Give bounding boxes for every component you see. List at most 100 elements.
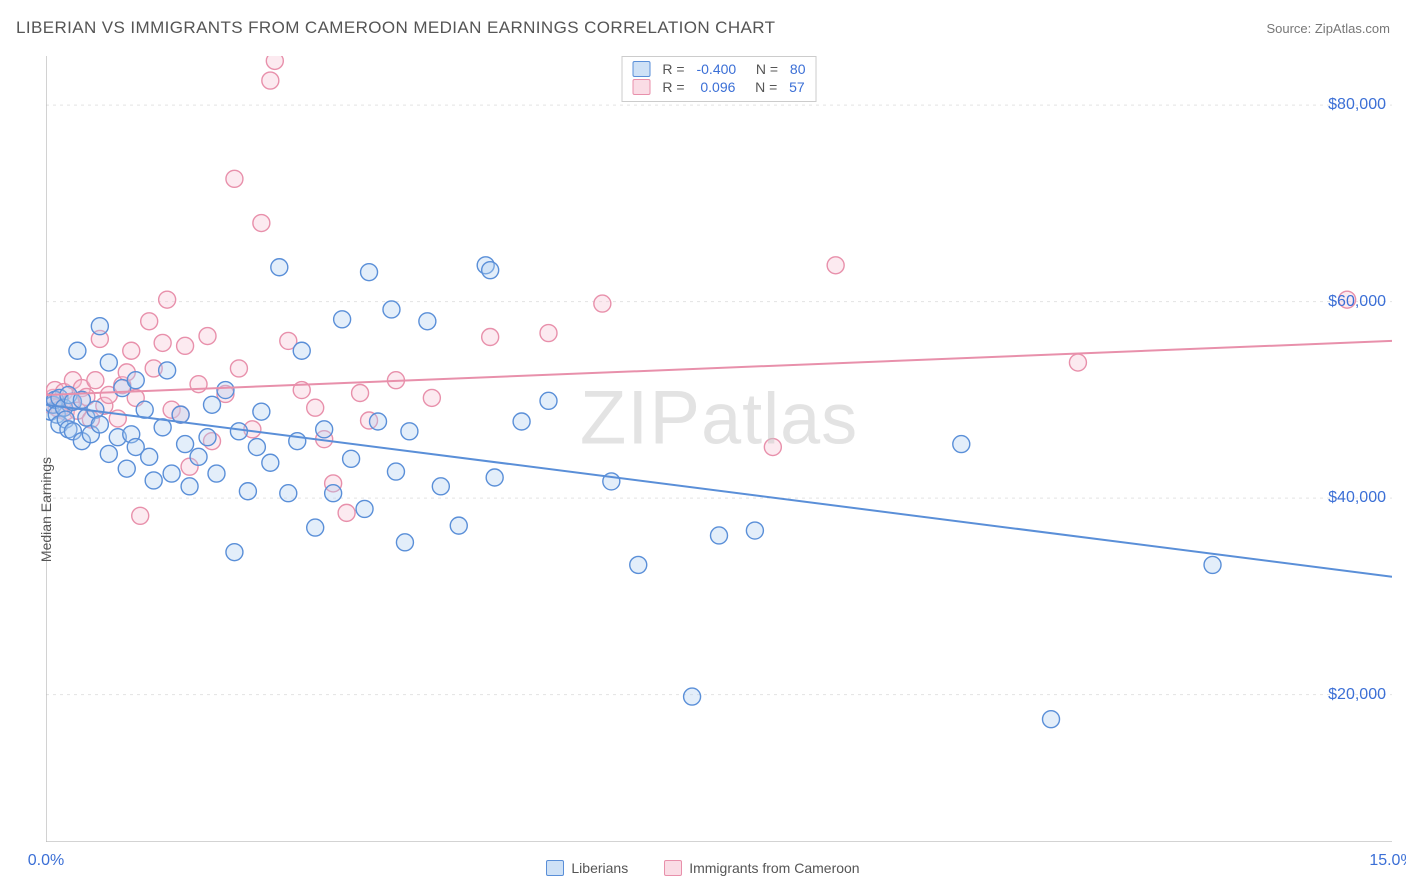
y-tick-label: $20,000 [1328,686,1386,704]
data-point [334,311,351,328]
data-point [132,507,149,524]
plot-area: Median Earnings ZIPatlas R = -0.400 N = … [46,56,1392,842]
data-point [338,504,355,521]
data-point [118,460,135,477]
legend-swatch [633,79,651,95]
data-point [177,436,194,453]
data-point [316,421,333,438]
source-attribution: Source: ZipAtlas.com [1266,21,1390,36]
source-link[interactable]: ZipAtlas.com [1315,21,1390,36]
y-tick-label: $80,000 [1328,96,1386,114]
data-point [450,517,467,534]
data-point [262,72,279,89]
data-point [352,384,369,401]
data-point [343,450,360,467]
legend-item: Liberians [546,860,628,876]
data-point [396,534,413,551]
data-point [307,399,324,416]
data-point [159,362,176,379]
data-point [145,472,162,489]
scatter-plot-svg [46,56,1392,842]
legend-swatch [633,61,651,77]
data-point [1043,711,1060,728]
data-point [540,392,557,409]
data-point [208,465,225,482]
data-point [387,463,404,480]
data-point [253,403,270,420]
data-point [100,354,117,371]
correlation-legend: R = -0.400 N = 80 R = 0.096 N = 57 [622,56,817,102]
data-point [190,448,207,465]
data-point [827,257,844,274]
legend-stat-row: R = -0.400 N = 80 [633,60,806,78]
header: LIBERIAN VS IMMIGRANTS FROM CAMEROON MED… [16,18,1390,38]
data-point [181,478,198,495]
source-prefix: Source: [1266,21,1314,36]
data-point [141,448,158,465]
data-point [540,325,557,342]
data-point [280,485,297,502]
data-point [204,396,221,413]
data-point [325,485,342,502]
y-tick-label: $40,000 [1328,489,1386,507]
data-point [764,439,781,456]
n-value: 57 [789,79,805,95]
data-point [513,413,530,430]
data-point [154,334,171,351]
data-point [69,342,86,359]
data-point [746,522,763,539]
data-point [630,556,647,573]
n-value: 80 [790,61,806,77]
data-point [159,291,176,308]
data-point [486,469,503,486]
data-point [163,465,180,482]
data-point [293,342,310,359]
data-point [711,527,728,544]
data-point [91,318,108,335]
data-point [401,423,418,440]
data-point [307,519,324,536]
data-point [361,264,378,281]
data-point [253,215,270,232]
data-point [87,372,104,389]
data-point [271,259,288,276]
data-point [383,301,400,318]
data-point [370,413,387,430]
data-point [199,328,216,345]
legend-label: Immigrants from Cameroon [689,860,859,876]
y-axis-label: Median Earnings [38,457,54,562]
chart-container: LIBERIAN VS IMMIGRANTS FROM CAMEROON MED… [0,0,1406,892]
data-point [432,478,449,495]
data-point [594,295,611,312]
data-point [419,313,436,330]
data-point [266,56,283,69]
r-value: 0.096 [696,79,735,95]
data-point [190,376,207,393]
chart-title: LIBERIAN VS IMMIGRANTS FROM CAMEROON MED… [16,18,775,38]
y-tick-label: $60,000 [1328,293,1386,311]
data-point [199,429,216,446]
data-point [100,445,117,462]
data-point [356,500,373,517]
data-point [230,423,247,440]
data-point [1069,354,1086,371]
legend-swatch [546,860,564,876]
data-point [127,372,144,389]
data-point [239,483,256,500]
data-point [953,436,970,453]
data-point [141,313,158,330]
data-point [123,342,140,359]
legend-item: Immigrants from Cameroon [664,860,859,876]
data-point [684,688,701,705]
data-point [423,389,440,406]
data-point [177,337,194,354]
data-point [482,328,499,345]
data-point [248,439,265,456]
data-point [1204,556,1221,573]
data-point [230,360,247,377]
legend-label: Liberians [571,860,628,876]
r-value: -0.400 [696,61,736,77]
data-point [226,170,243,187]
data-point [217,382,234,399]
data-point [226,544,243,561]
